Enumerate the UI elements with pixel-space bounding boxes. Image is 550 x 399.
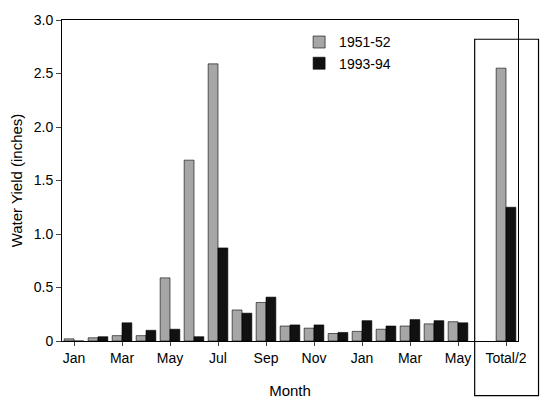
svg-text:Jan: Jan bbox=[351, 350, 374, 366]
svg-text:1.5: 1.5 bbox=[34, 172, 54, 188]
svg-text:Mar: Mar bbox=[110, 350, 134, 366]
svg-text:Mar: Mar bbox=[398, 350, 422, 366]
svg-text:Month: Month bbox=[269, 382, 311, 399]
svg-text:Nov: Nov bbox=[302, 350, 327, 366]
svg-text:1951-52: 1951-52 bbox=[339, 34, 391, 50]
svg-text:Water Yield (inches): Water Yield (inches) bbox=[8, 114, 25, 248]
svg-text:0: 0 bbox=[45, 333, 53, 349]
svg-text:May: May bbox=[157, 350, 183, 366]
svg-text:0.5: 0.5 bbox=[34, 279, 54, 295]
svg-text:1.0: 1.0 bbox=[34, 226, 54, 242]
svg-text:Total/2: Total/2 bbox=[485, 350, 526, 366]
svg-text:2.0: 2.0 bbox=[34, 119, 54, 135]
svg-text:Jan: Jan bbox=[63, 350, 86, 366]
svg-text:2.5: 2.5 bbox=[34, 65, 54, 81]
svg-text:May: May bbox=[445, 350, 471, 366]
svg-text:Sep: Sep bbox=[254, 350, 279, 366]
svg-text:3.0: 3.0 bbox=[34, 12, 54, 28]
svg-text:1993-94: 1993-94 bbox=[339, 56, 391, 72]
svg-text:Jul: Jul bbox=[209, 350, 227, 366]
